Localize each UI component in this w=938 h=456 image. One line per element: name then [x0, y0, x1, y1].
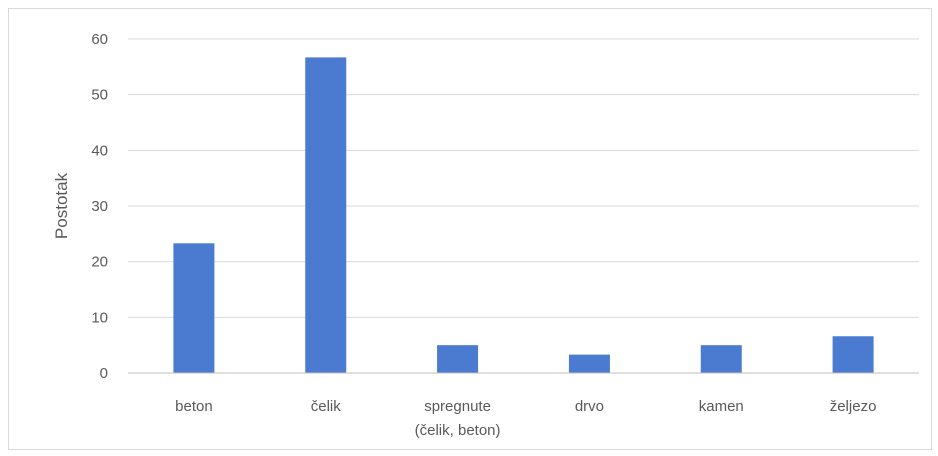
x-tick-label-0-line-0: beton [175, 398, 213, 415]
x-tick-label-5: željezo [830, 398, 877, 415]
y-tick-label-0: 0 [100, 365, 108, 382]
x-tick-label-2-line-1: (čelik, beton) [415, 422, 501, 439]
bar-4 [700, 345, 742, 373]
y-tick-label-30: 30 [91, 198, 108, 215]
y-tick-label-10: 10 [91, 309, 108, 326]
gridlines [128, 38, 919, 318]
x-tick-label-1: čelik [311, 398, 342, 415]
bar-chart: 0 10 20 30 40 50 60 beton čelik spregnute (čelik,… [52, 31, 919, 439]
x-tick-label-1-line-0: čelik [311, 398, 342, 415]
x-axis-ticks: beton čelik spregnute (čelik, beton) drvo kam… [175, 398, 876, 439]
bar-5 [832, 336, 874, 373]
y-axis-title: Postotak [52, 172, 71, 239]
bar-1 [305, 57, 347, 374]
x-tick-label-3: drvo [575, 398, 604, 415]
chart-frame: 0 10 20 30 40 50 60 beton čelik spregnute (čelik,… [8, 8, 932, 450]
x-tick-label-4-line-0: kamen [699, 398, 744, 415]
y-tick-label-40: 40 [91, 142, 108, 159]
bar-3 [568, 354, 610, 373]
x-tick-label-2-line-0: spregnute [424, 398, 491, 415]
x-tick-label-0: beton [175, 398, 213, 415]
x-tick-label-3-line-0: drvo [575, 398, 604, 415]
bars [173, 57, 874, 374]
y-axis-ticks: 0 10 20 30 40 50 60 [91, 31, 108, 382]
x-tick-label-2: spregnute (čelik, beton) [415, 398, 501, 439]
bar-0 [173, 243, 215, 373]
y-tick-label-20: 20 [91, 254, 108, 271]
bar-2 [437, 345, 479, 373]
y-tick-label-60: 60 [91, 31, 108, 48]
x-tick-label-4: kamen [699, 398, 744, 415]
y-tick-label-50: 50 [91, 87, 108, 104]
x-tick-label-5-line-0: željezo [830, 398, 877, 415]
